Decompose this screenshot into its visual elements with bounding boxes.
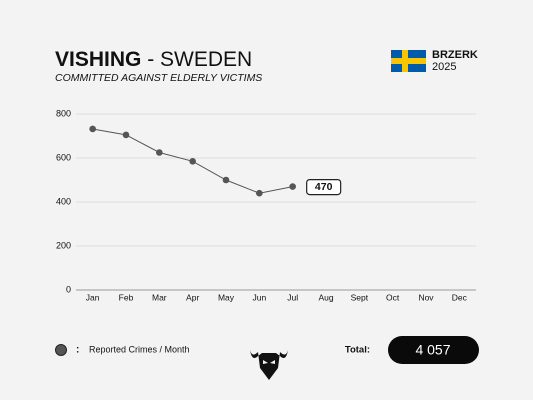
x-tick-label: Apr [186, 292, 199, 302]
point [122, 131, 130, 139]
x-tick-label: Jun [252, 292, 266, 302]
point [222, 176, 230, 184]
x-tick-label: Jul [287, 292, 298, 302]
y-tick-label: 0 [66, 284, 71, 294]
total-value: 4 057 [415, 342, 450, 358]
x-tick-label: Oct [386, 292, 400, 302]
flag [391, 50, 426, 72]
point [256, 189, 263, 197]
total-label: Total: [345, 345, 370, 356]
subtitle: COMMITTED AGAINST ELDERLY VICTIMS [55, 72, 262, 84]
x-tick-label: Aug [318, 292, 333, 302]
year: 2025 [432, 61, 456, 73]
x-tick-label: Jan [86, 292, 100, 302]
title-bold: VISHING [55, 48, 141, 71]
total-box [388, 336, 479, 364]
x-tick-label: Sept [351, 292, 369, 302]
point [156, 149, 163, 156]
point [189, 158, 196, 165]
x-tick-label: Dec [452, 292, 468, 302]
y-tick-label: 400 [56, 196, 71, 206]
brand: BRZERK [432, 49, 478, 61]
chart-title: VISHING - SWEDEN [55, 48, 252, 71]
x-tick-label: Feb [119, 292, 134, 302]
title-rest: - SWEDEN [147, 48, 252, 71]
legend-label: Reported Crimes / Month [89, 344, 190, 354]
data-label: 470 [315, 181, 333, 193]
y-tick-label: 600 [56, 152, 71, 162]
x-tick-label: May [218, 292, 235, 302]
callout-box [306, 179, 342, 196]
x-tick-label: Nov [418, 292, 434, 302]
legend-separator: : [76, 345, 79, 356]
legend-marker [55, 344, 67, 356]
point [89, 125, 96, 133]
x-tick-label: Mar [152, 292, 167, 302]
logo [250, 350, 288, 380]
y-tick-label: 800 [56, 108, 71, 118]
y-tick-label: 200 [56, 240, 71, 250]
point [289, 183, 296, 190]
